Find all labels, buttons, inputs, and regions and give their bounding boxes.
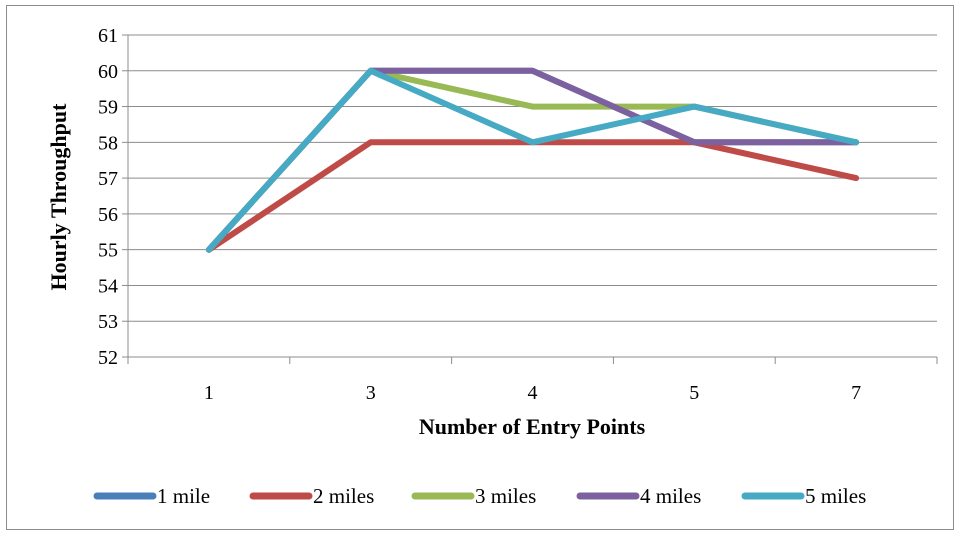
legend-label: 5 miles	[805, 484, 866, 508]
y-tick-label: 60	[98, 61, 118, 83]
x-tick-label: 5	[689, 382, 699, 404]
legend: 1 mile 2 miles 3 miles 4 miles 5 miles	[93, 484, 866, 508]
y-tick-label: 56	[98, 204, 118, 226]
series-line-3-miles	[205, 67, 860, 253]
y-axis-title: Hourly Throughput	[46, 103, 71, 291]
legend-label: 3 miles	[475, 484, 536, 508]
x-tick-label: 3	[366, 382, 376, 404]
y-tick-label: 61	[98, 25, 118, 47]
x-axis-title: Number of Entry Points	[419, 414, 646, 439]
legend-label: 1 mile	[157, 484, 210, 508]
series-line-4-miles	[205, 67, 860, 253]
y-tick-label: 52	[98, 347, 118, 369]
series-line-2-miles	[205, 139, 860, 253]
y-tick-label: 54	[98, 275, 118, 297]
y-tick-label: 58	[98, 132, 118, 154]
series-line-5-miles	[205, 67, 860, 253]
x-tick-label: 1	[204, 382, 214, 404]
y-tick-label: 53	[98, 311, 118, 333]
y-tick-label: 55	[98, 240, 118, 262]
legend-label: 2 miles	[313, 484, 374, 508]
gridlines	[128, 34, 937, 322]
x-tick-label: 7	[851, 382, 861, 404]
series-line-1-mile	[205, 67, 860, 253]
axes	[122, 34, 938, 364]
y-tick-label: 59	[98, 97, 118, 119]
x-tick-label: 4	[528, 382, 538, 404]
legend-label: 4 miles	[640, 484, 701, 508]
series-lines	[205, 67, 860, 253]
y-tick-label: 57	[98, 168, 118, 190]
